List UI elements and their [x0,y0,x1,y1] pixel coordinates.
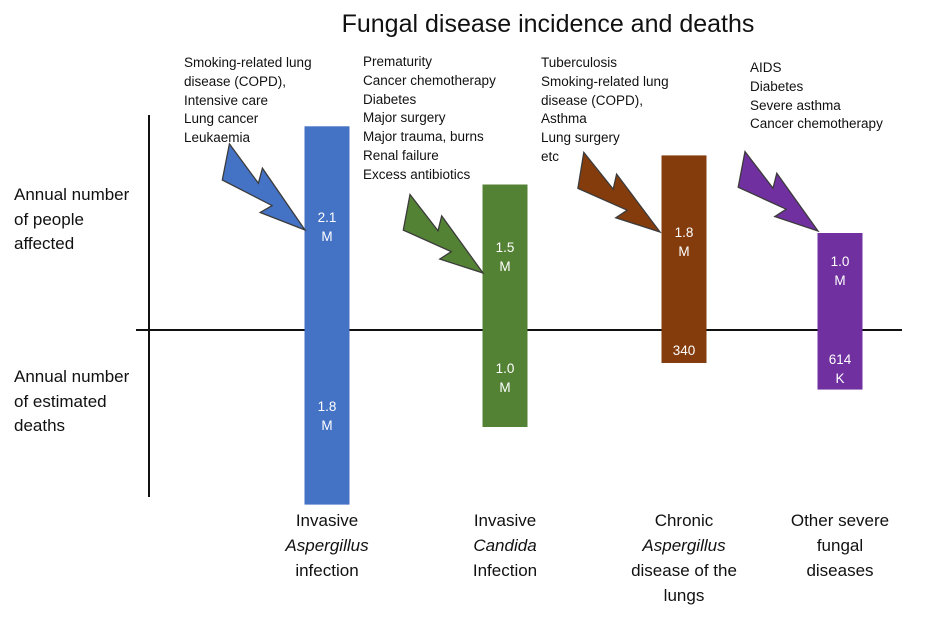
risk-factor-item: Tuberculosis [541,55,618,70]
category-label-chronic-aspergillus: Chronic Aspergillus disease of the lungs [609,508,759,608]
risk-factor-item: Prematurity [363,54,433,69]
risk-factor-item: Diabetes [363,91,417,107]
bar-affected-other [817,233,863,330]
affected-value-label: 1.8 [675,225,694,240]
chart-title: Fungal disease incidence and deaths [341,10,755,38]
risk-factors-aspergillus: Smoking-related lung disease (COPD), Inten… [184,54,312,148]
affected-unit-label: M [834,273,845,288]
deaths-value-label: 1.0 [496,361,515,376]
lightning-bolt-icon [402,192,485,275]
category-label-line: lungs [663,586,705,605]
category-label-line: Invasive [295,511,359,530]
risk-factor-item: Renal failure [363,147,439,163]
risk-factor-item: Cancer chemotherapy [750,116,883,132]
risk-factor-item: Smoking-related lung [541,73,669,89]
category-label-line: Infection [472,561,538,580]
category-label-candida: Invasive Candida Infection [430,508,580,583]
risk-factor-item: etc [541,148,560,164]
risk-factor-item: Leukaemia [184,130,251,146]
risk-factor-item: Diabetes [750,78,804,94]
category-label-other: Other severe fungal diseases [765,508,915,583]
risk-factors-other: AIDS Diabetes Severe asthma Cancer chemothe… [750,59,883,134]
y-axis-label-bottom: Annual number of estimated deaths [14,367,130,435]
deaths-value-label: 1.8 [318,399,337,414]
risk-factors-candida: Prematurity Cancer chemotherapy Diabetes Ma… [363,53,496,185]
category-label-line: Candida [473,536,537,555]
risk-factor-item: Lung cancer [184,111,259,127]
category-label-line: infection [295,561,359,580]
risk-factor-item: Major trauma, burns [363,129,484,145]
risk-factor-item: disease (COPD), [184,73,287,89]
risk-factor-item: Major surgery [363,110,446,126]
category-label-line: Other severe [790,511,890,530]
deaths-unit-label: K [835,371,844,386]
bar-affected-candida [482,184,528,330]
deaths-unit-label: M [321,418,332,433]
deaths-value-label: 340 [673,343,696,358]
risk-factor-item: Lung surgery [541,130,620,146]
lightning-bolt-icon [221,142,307,232]
category-label-line: Invasive [473,511,537,530]
category-label-line: diseases [806,561,874,580]
bar-affected-aspergillus [304,126,350,330]
lightning-bolt-icon [737,150,820,233]
affected-value-label: 1.0 [831,254,850,269]
category-label-line: fungal [816,536,864,555]
affected-unit-label: M [321,229,332,244]
risk-factor-item: disease (COPD), [541,92,644,108]
risk-factors-chronic-aspergillus: Tuberculosis Smoking-related lung disease … [541,54,669,167]
lightning-bolt-icon [577,150,662,234]
bar-affected-chronic-aspergillus [661,155,707,330]
risk-factor-item: Asthma [541,111,587,127]
category-label-aspergillus: Invasive Aspergillus infection [252,508,402,583]
bar-deaths-chronic-aspergillus [661,330,707,363]
affected-value-label: 2.1 [318,210,337,225]
bar-deaths-candida [482,330,528,427]
affected-unit-label: M [678,244,689,259]
bar-deaths-other [817,330,863,390]
y-axis-label-top: Annual number of people affected [14,185,130,253]
risk-factor-item: Smoking-related lung [184,55,312,70]
risk-factor-item: Excess antibiotics [363,166,471,182]
category-label-line: Aspergillus [285,536,369,555]
affected-value-label: 1.5 [496,240,515,255]
bar-deaths-aspergillus [304,330,350,505]
risk-factor-item: Intensive care [184,92,269,108]
category-label-line: Chronic [654,511,714,530]
affected-unit-label: M [499,259,510,274]
risk-factor-item: Cancer chemotherapy [363,72,496,88]
risk-factor-item: Severe asthma [750,97,841,113]
category-label-line: Aspergillus [642,536,726,555]
deaths-unit-label: K [679,362,688,377]
deaths-value-label: 614 [829,352,852,367]
risk-factor-item: AIDS [750,60,782,75]
deaths-unit-label: M [499,380,510,395]
category-label-line: disease of the [631,561,737,580]
